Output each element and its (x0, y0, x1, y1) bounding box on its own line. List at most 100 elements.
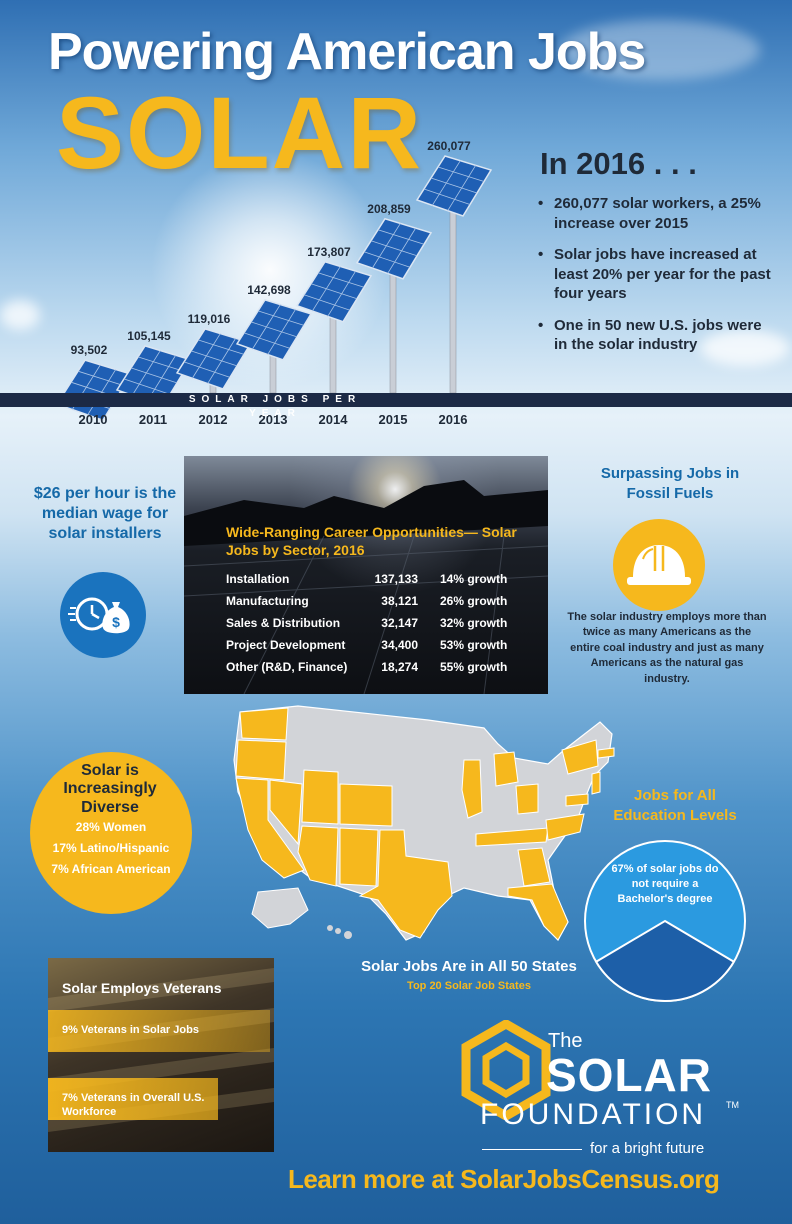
panel-grid-line (87, 369, 117, 416)
table-row: Sales & Distribution 32,147 32% growth (226, 612, 507, 634)
state-illinois (461, 759, 483, 819)
state-utah (301, 769, 339, 825)
stats-bullet: 260,077 solar workers, a 25% increase ov… (536, 194, 776, 233)
x-tick-label: 2013 (259, 412, 288, 427)
panel-grid-line (77, 370, 125, 387)
panel-grid-line (207, 338, 237, 384)
sector-growth: 26% growth (440, 594, 508, 608)
solar-title: SOLAR (56, 76, 423, 190)
state-oregon (235, 739, 287, 781)
x-tick-label: 2016 (439, 412, 468, 427)
sector-jobs: 34,400 (381, 638, 418, 652)
hard-hat-icon (627, 545, 691, 585)
hard-hat-circle (613, 519, 705, 611)
veterans-stat: 7% Veterans in Overall U.S. Workforce (62, 1092, 205, 1119)
panel-grid-line (183, 361, 231, 378)
veterans-bar (48, 1078, 218, 1120)
state-michigan (493, 751, 519, 787)
logo-tagline: for a bright future (590, 1140, 705, 1157)
panel-grid-line (303, 294, 351, 311)
education-text: 67% of solar jobs do not require a Bache… (611, 863, 719, 905)
sector-table: Installation 137,133 14% growth Manufact… (226, 568, 507, 678)
education-pie-slice (594, 919, 736, 1002)
bar-value-label: 173,807 (307, 245, 351, 259)
panel-grid-line (310, 283, 358, 300)
solar-panel-bar (415, 155, 493, 217)
table-row: Installation 137,133 14% growth (226, 568, 507, 590)
education-pie (584, 840, 746, 1002)
us-map (233, 705, 615, 941)
panel-grid-line (267, 309, 297, 355)
x-tick-label: 2014 (319, 412, 349, 427)
solar-panel-bar (175, 328, 253, 390)
sector-jobs: 38,121 (381, 594, 418, 608)
panel-grid-line (311, 266, 341, 312)
page-title: Powering American Jobs (48, 23, 646, 81)
bar-value-label: 105,145 (127, 329, 171, 343)
panel-grid-line (250, 321, 298, 338)
sector-name: Installation (226, 572, 290, 586)
diversity-stat: 28% Women (75, 820, 147, 834)
panel-grid-line (131, 350, 161, 396)
panel-grid-line (430, 177, 478, 194)
sector-name: Manufacturing (226, 594, 309, 608)
panel-grid-line (437, 166, 485, 182)
stats-bullet: Solar jobs have increased at least 20% p… (536, 245, 776, 304)
sector-jobs: 137,133 (374, 572, 418, 586)
veterans-stat: 9% Veterans in Solar Jobs (62, 1024, 199, 1036)
x-tick-label: 2011 (139, 412, 167, 427)
bar-value-label: 93,502 (71, 343, 108, 357)
diversity-stat: 17% Latino/Hispanic (52, 841, 170, 855)
panel-grid-line (327, 270, 357, 317)
state-georgia (517, 847, 551, 887)
fossil-text: The solar industry employs more than twi… (567, 611, 767, 685)
solar-panel-bar (235, 299, 313, 361)
sector-name: Project Development (226, 638, 346, 652)
learn-more-link[interactable]: Learn more at SolarJobsCensus.org (288, 1164, 720, 1194)
state-tennessee (475, 827, 549, 847)
sector-title: Wide-Ranging Career Opportunities— Solar… (226, 524, 517, 558)
education-title: Jobs for All Education Levels (613, 787, 737, 824)
x-tick-label: 2012 (199, 412, 228, 427)
table-row: Manufacturing 38,121 26% growth (226, 590, 507, 612)
logo-foundation: FOUNDATION (480, 1098, 707, 1131)
sector-growth: 14% growth (440, 572, 508, 586)
panel-grid-line (387, 227, 417, 274)
sector-name: Sales & Distribution (226, 616, 341, 630)
state-new-york (561, 739, 599, 775)
panel-grid-line (191, 333, 221, 379)
diversity-title: Solar is Increasingly Diverse (63, 762, 157, 816)
state-washington (239, 707, 289, 741)
panel-grid-line (243, 332, 291, 349)
state-nevada (269, 779, 303, 846)
state-massachusetts (597, 747, 615, 759)
wage-icon-circle: $ (60, 572, 146, 658)
hexagon-logo-icon (461, 1020, 551, 1120)
panel-grid-line (130, 367, 178, 384)
logo-trademark: TM (726, 1100, 739, 1110)
bar-value-label: 142,698 (247, 283, 291, 297)
stats-bullet: One in 50 new U.S. jobs were in the sola… (536, 316, 776, 355)
cloud (0, 300, 40, 330)
top-solar-states (235, 707, 615, 941)
panel-grid-line (423, 188, 471, 205)
state-texas (358, 829, 453, 939)
cloud (560, 20, 760, 80)
panel-grid-line (197, 339, 245, 355)
logo-divider (482, 1149, 582, 1150)
sector-jobs: 18,274 (381, 660, 418, 674)
diversity-circle (30, 752, 192, 914)
state-california (235, 777, 305, 879)
map-title: Solar Jobs Are in All 50 States (361, 958, 577, 975)
solar-panel-bar (355, 217, 433, 280)
state-ohio (515, 783, 539, 815)
veterans-bar (48, 1010, 270, 1052)
panel-grid-line (447, 165, 477, 211)
chart-axis-strip (0, 393, 792, 407)
state-new-jersey (591, 771, 601, 795)
stats-bullet-list: 260,077 solar workers, a 25% increase ov… (536, 194, 776, 367)
sector-growth: 53% growth (440, 638, 508, 652)
sunset-panel-background (184, 480, 548, 694)
state-arizona (297, 825, 339, 887)
state-hawaii (327, 925, 352, 939)
